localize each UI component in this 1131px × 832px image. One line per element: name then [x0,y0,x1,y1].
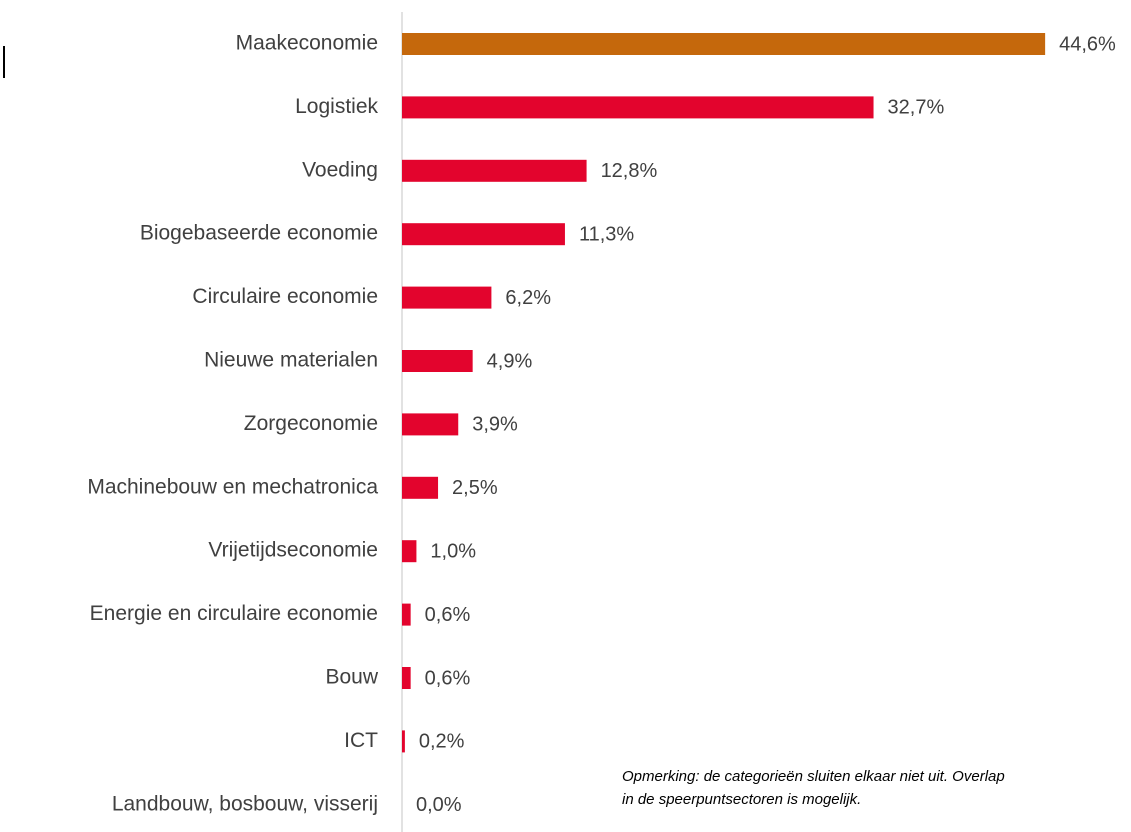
bar [402,603,411,626]
bar [402,96,874,119]
value-label: 2,5% [452,477,498,499]
category-label: Energie en circulaire economie [90,602,378,625]
value-label: 1,0% [430,540,476,562]
category-label: Logistiek [295,95,378,118]
category-label: Bouw [325,666,378,689]
bar [402,350,473,372]
category-label: ICT [344,729,378,752]
value-label: 0,6% [425,604,471,626]
bar [402,223,565,246]
value-label: 44,6% [1059,33,1116,55]
bar [402,159,587,182]
note: Opmerking: de categorieën sluiten elkaar… [622,768,1005,785]
value-label: 32,7% [888,97,945,119]
category-label: Maakeconomie [236,32,378,55]
value-label: 0,0% [416,794,462,816]
category-label: Zorgeconomie [244,412,378,435]
value-label: 3,9% [472,414,518,436]
value-label: 0,6% [425,667,471,689]
bar [402,413,459,436]
category-label: Voeding [302,158,378,181]
value-label: 11,3% [579,223,634,245]
category-label: Circulaire economie [192,285,378,308]
category-label: Machinebouw en mechatronica [87,475,378,498]
bar [402,286,492,309]
value-label: 6,2% [505,287,551,309]
bar [402,540,417,563]
category-label: Biogebaseerde economie [140,222,378,245]
note: in de speerpuntsectoren is mogelijk. [622,791,861,808]
value-label: 12,8% [601,160,658,182]
bar [402,476,439,499]
category-label: Nieuwe materialen [204,349,378,372]
value-label: 4,9% [487,350,533,372]
category-label: Landbouw, bosbouw, visserij [112,792,378,815]
category-label: Vrijetijdseconomie [208,539,378,562]
bar [402,33,1046,55]
value-label: 0,2% [419,731,465,753]
bar [402,730,405,753]
bar [402,667,411,689]
